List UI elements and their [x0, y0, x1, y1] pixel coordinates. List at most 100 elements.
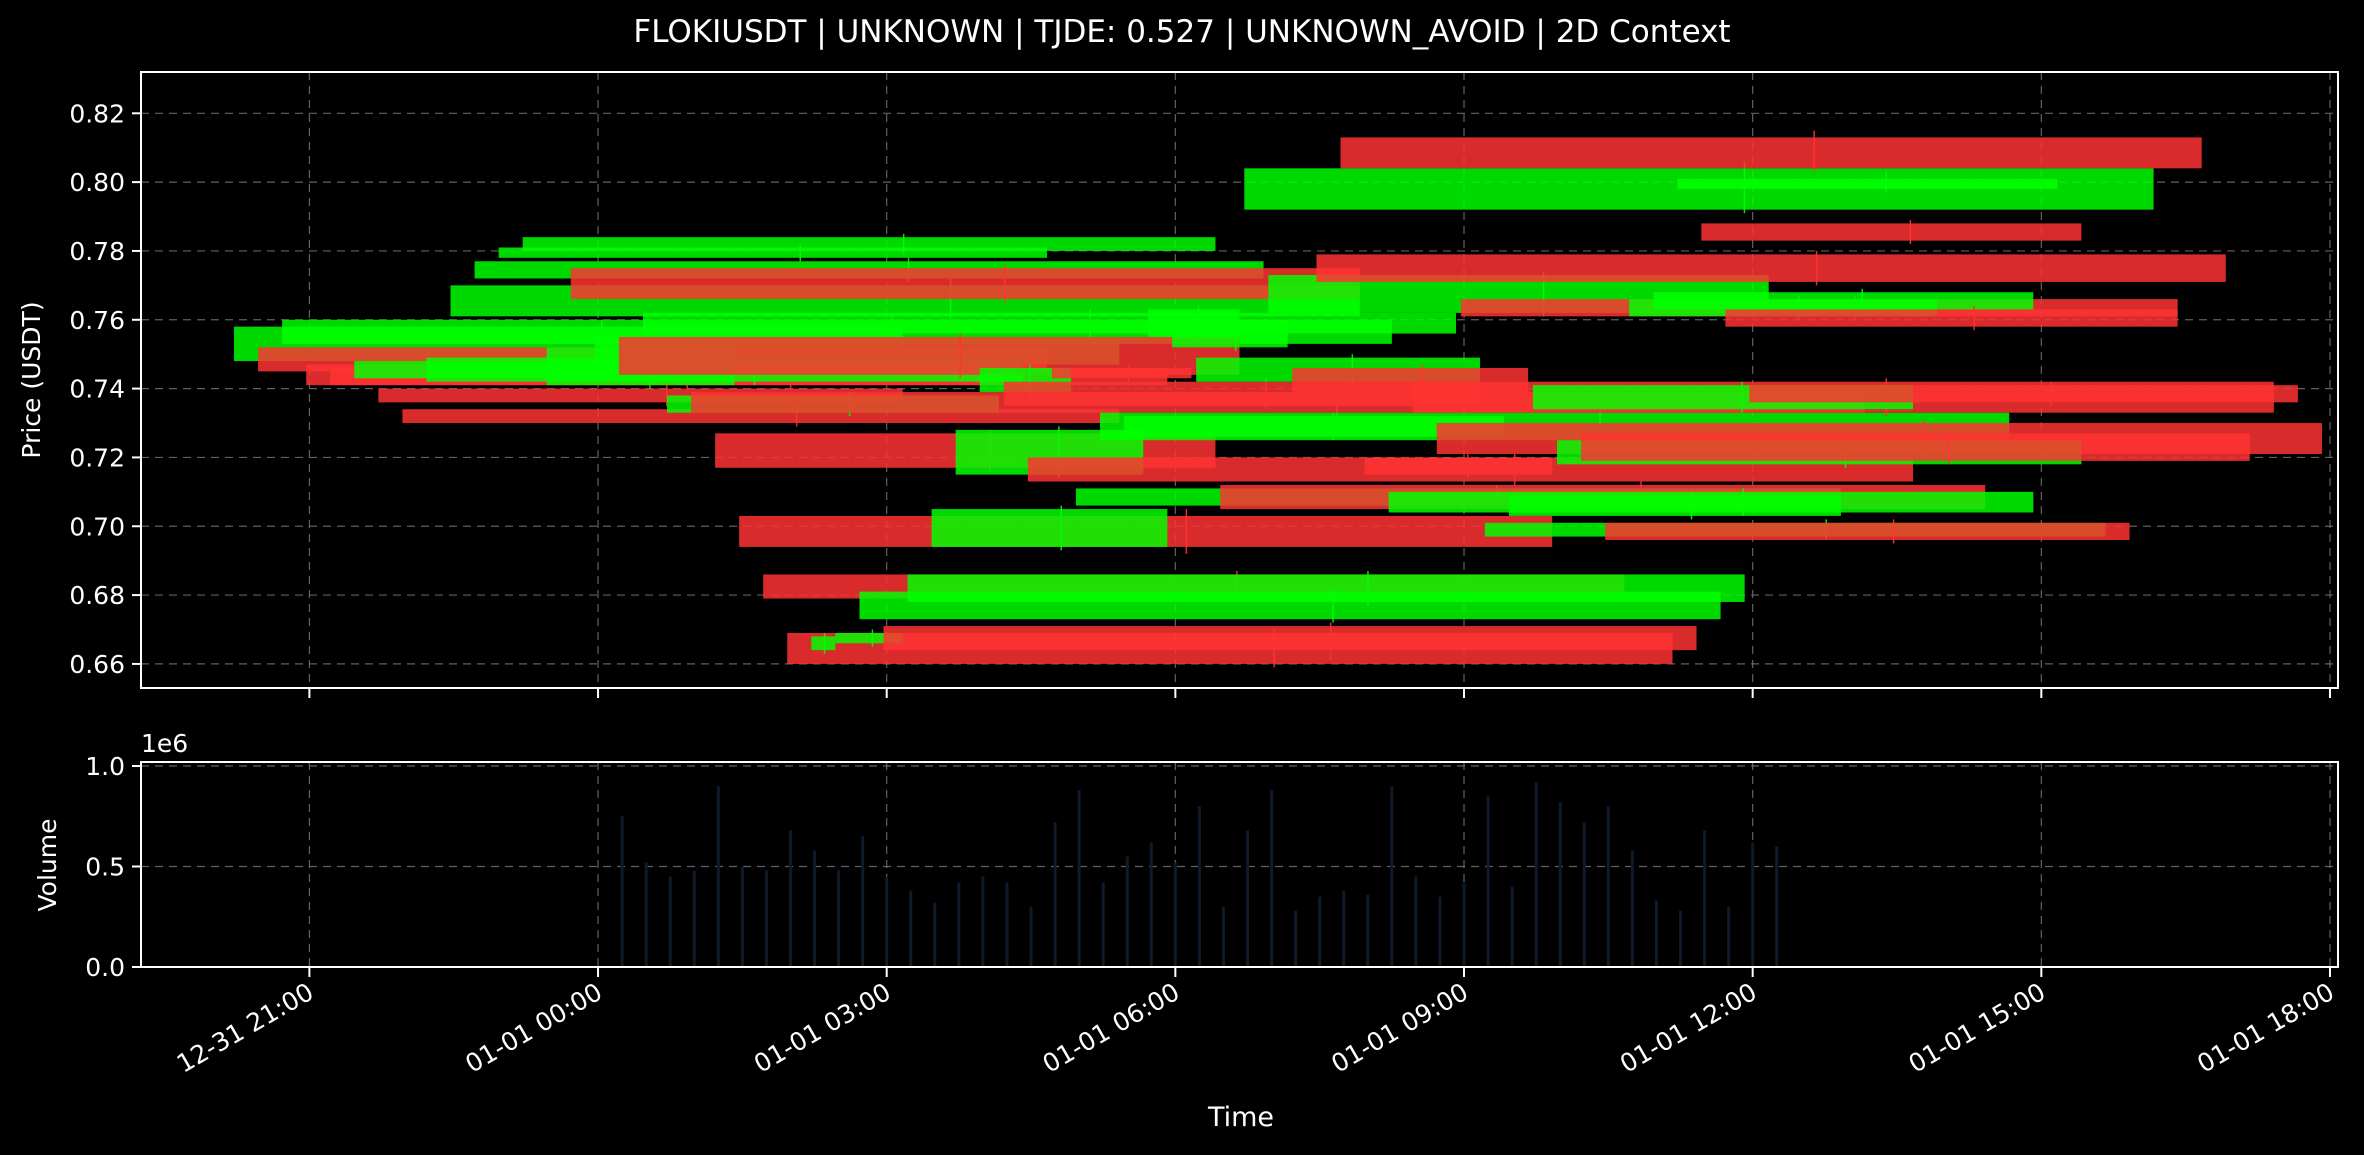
candle-body — [907, 574, 1745, 602]
volume-bar — [1414, 876, 1418, 967]
candle-body — [402, 409, 1120, 424]
volume-bar — [716, 786, 720, 967]
volume-bar — [740, 866, 744, 967]
candle — [1677, 171, 2058, 193]
candle — [1581, 429, 2250, 465]
candle-body — [1605, 522, 2130, 541]
volume-bar — [1270, 790, 1274, 967]
volume-axes-frame — [140, 761, 2339, 968]
volume-tick-label: 0.5 — [85, 853, 125, 882]
volume-tick-label: 0.0 — [85, 953, 125, 982]
candle — [522, 233, 1216, 255]
volume-bar — [1318, 896, 1322, 967]
candle-body — [570, 268, 1360, 300]
candle — [1701, 219, 2082, 245]
volume-bar — [1029, 906, 1033, 967]
candle — [1508, 491, 1841, 520]
candle-body — [498, 247, 1048, 258]
price-tick-label: 0.82 — [69, 99, 125, 128]
price-tick-label: 0.72 — [69, 443, 125, 472]
volume-bar — [1125, 856, 1129, 967]
candle-body — [1749, 385, 2298, 403]
volume-bar — [1775, 846, 1779, 967]
candle — [570, 264, 1360, 303]
volume-bar — [981, 876, 985, 967]
candle-body — [1124, 416, 1505, 437]
volume-bar — [1486, 796, 1490, 967]
candle — [931, 505, 1168, 551]
volume-bar — [1173, 862, 1177, 967]
candle-body — [1508, 495, 1841, 516]
volume-bar — [1294, 910, 1298, 967]
volume-bar — [1630, 850, 1634, 967]
volume-bar — [1390, 786, 1394, 967]
candle — [1172, 316, 1288, 351]
volume-bar — [1654, 900, 1658, 967]
price-tick-label: 0.66 — [69, 650, 125, 679]
candle-body — [1677, 178, 2058, 190]
chart-title: FLOKIUSDT | UNKNOWN | TJDE: 0.527 | UNKN… — [633, 14, 1730, 50]
candle-body — [1701, 223, 2082, 241]
price-axis-label: Price (USDT) — [17, 301, 46, 458]
volume-bar — [1558, 802, 1562, 967]
volume-bar — [1751, 842, 1755, 967]
candle-body — [1172, 319, 1288, 348]
volume-bar — [1510, 886, 1514, 967]
candle-body — [1051, 367, 1192, 379]
candle — [907, 570, 1745, 606]
candle-body — [642, 312, 1456, 334]
volume-bar — [1366, 894, 1370, 967]
price-tick-label: 0.70 — [69, 512, 125, 541]
volume-bar — [1005, 882, 1009, 967]
volume-scale-label: 1e6 — [141, 729, 188, 758]
candle — [1725, 306, 2178, 331]
volume-bar — [692, 870, 696, 967]
volume-bar — [933, 902, 937, 967]
x-axis-label: Time — [1207, 1102, 1274, 1133]
volume-bar — [1438, 896, 1442, 967]
price-tick-label: 0.76 — [69, 306, 125, 335]
candle-body — [883, 626, 1697, 651]
candle — [1605, 519, 2130, 544]
candle-body — [1653, 292, 2034, 310]
candle-body — [522, 237, 1216, 251]
candle — [1653, 288, 2034, 313]
volume-bar — [764, 870, 768, 967]
candle-body — [835, 632, 903, 644]
candle — [1316, 250, 2226, 286]
price-tick-label: 0.74 — [69, 375, 125, 404]
volume-bar — [1149, 842, 1153, 967]
volume-bar — [1197, 806, 1201, 967]
volume-bar — [644, 862, 648, 967]
candle-body — [1725, 309, 2178, 327]
volume-y-ticks: 0.0 0.5 1.0 — [85, 752, 141, 982]
candle — [1364, 453, 1553, 479]
candle-body — [1316, 254, 2226, 282]
candle-body — [1340, 137, 2202, 169]
price-y-ticks: 0.66 0.68 0.70 0.72 0.74 0.76 0.78 0.80 0.82 — [69, 99, 141, 679]
price-candles — [234, 130, 2322, 668]
volume-bar — [1534, 782, 1538, 967]
candle-body — [1364, 457, 1553, 475]
candle — [835, 629, 903, 647]
candle-body — [931, 509, 1168, 547]
volume-bar — [909, 890, 913, 967]
candle — [883, 622, 1697, 661]
candle — [1051, 364, 1192, 382]
volume-bar — [1727, 906, 1731, 967]
volume-bar — [1101, 882, 1105, 967]
volume-bar — [885, 876, 889, 967]
volume-bar — [620, 816, 624, 967]
volume-axis-label: Volume — [33, 819, 62, 912]
price-tick-label: 0.78 — [69, 237, 125, 266]
price-tick-label: 0.68 — [69, 581, 125, 610]
volume-bar — [1606, 806, 1610, 967]
volume-bar — [957, 882, 961, 967]
candle-body — [811, 636, 836, 651]
candle — [1340, 130, 2202, 172]
volume-bar — [1246, 830, 1250, 967]
volume-bar — [1221, 906, 1225, 967]
volume-tick-label: 1.0 — [85, 752, 125, 781]
volume-bar — [1679, 910, 1683, 967]
